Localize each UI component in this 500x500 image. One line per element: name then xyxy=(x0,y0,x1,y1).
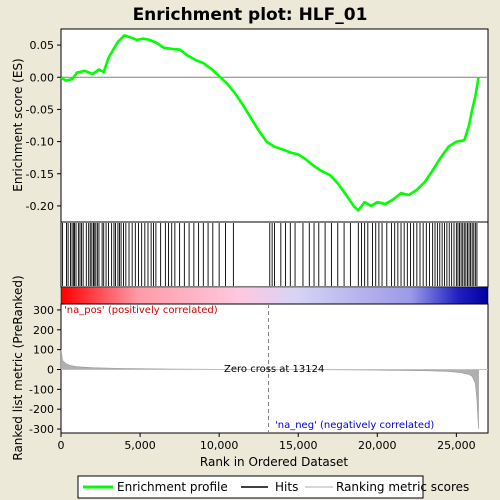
y-tick-label: -0.15 xyxy=(26,168,54,181)
legend-label-hits: Hits xyxy=(275,480,298,494)
metric-tick-label: 300 xyxy=(33,304,54,317)
metric-tick-label: 100 xyxy=(33,344,54,357)
x-axis: 0 5,000 10,000 15,000 20,000 25,000 xyxy=(58,433,476,452)
legend: Enrichment profile Hits Ranking metric s… xyxy=(77,475,469,499)
metric-tick-label: -300 xyxy=(29,423,54,436)
y-tick-label: -0.05 xyxy=(26,103,54,116)
metric-tick-label: -200 xyxy=(29,403,54,416)
metric-tick-label: -100 xyxy=(29,383,54,396)
x-tick-label: 0 xyxy=(58,439,65,452)
rank-colorbar xyxy=(60,286,489,305)
x-tick-label: 5,000 xyxy=(124,439,156,452)
enrichment-axis: 0.05 0.00 -0.05 -0.10 -0.15 -0.20 xyxy=(26,39,488,213)
x-tick-label: 20,000 xyxy=(358,439,397,452)
metric-axis: 300 200 100 0 -100 -200 -300 xyxy=(29,304,61,436)
chart-title: Enrichment plot: HLF_01 xyxy=(133,5,368,25)
y-tick-label: -0.20 xyxy=(26,200,54,213)
legend-label-metric: Ranking metric scores xyxy=(336,480,469,494)
y-tick-label: 0.05 xyxy=(30,39,55,52)
enrichment-profile xyxy=(60,34,480,212)
metric-tick-label: 200 xyxy=(33,324,54,337)
enrichment-y-axis-label: Enrichment score (ES) xyxy=(11,58,25,191)
y-tick-label: 0.00 xyxy=(30,71,55,84)
x-tick-label: 10,000 xyxy=(200,439,239,452)
metric-y-axis-label: Ranked list metric (PreRanked) xyxy=(11,275,25,460)
metric-tick-label: 0 xyxy=(47,363,54,376)
enrichment-panel xyxy=(60,28,489,223)
x-tick-label: 15,000 xyxy=(279,439,318,452)
legend-label-enrichment: Enrichment profile xyxy=(117,480,228,494)
hit-markers xyxy=(62,223,478,286)
x-tick-label: 25,000 xyxy=(437,439,476,452)
metric-area xyxy=(60,304,488,433)
x-axis-label: Rank in Ordered Dataset xyxy=(200,455,348,469)
enrichment-profile-line xyxy=(60,34,480,212)
negative-correlation-label: 'na_neg' (negatively correlated) xyxy=(275,420,434,431)
y-tick-label: -0.10 xyxy=(26,136,54,149)
positive-correlation-label: 'na_pos' (positively correlated) xyxy=(64,305,218,316)
zero-cross-label: Zero cross at 13124 xyxy=(224,364,324,375)
